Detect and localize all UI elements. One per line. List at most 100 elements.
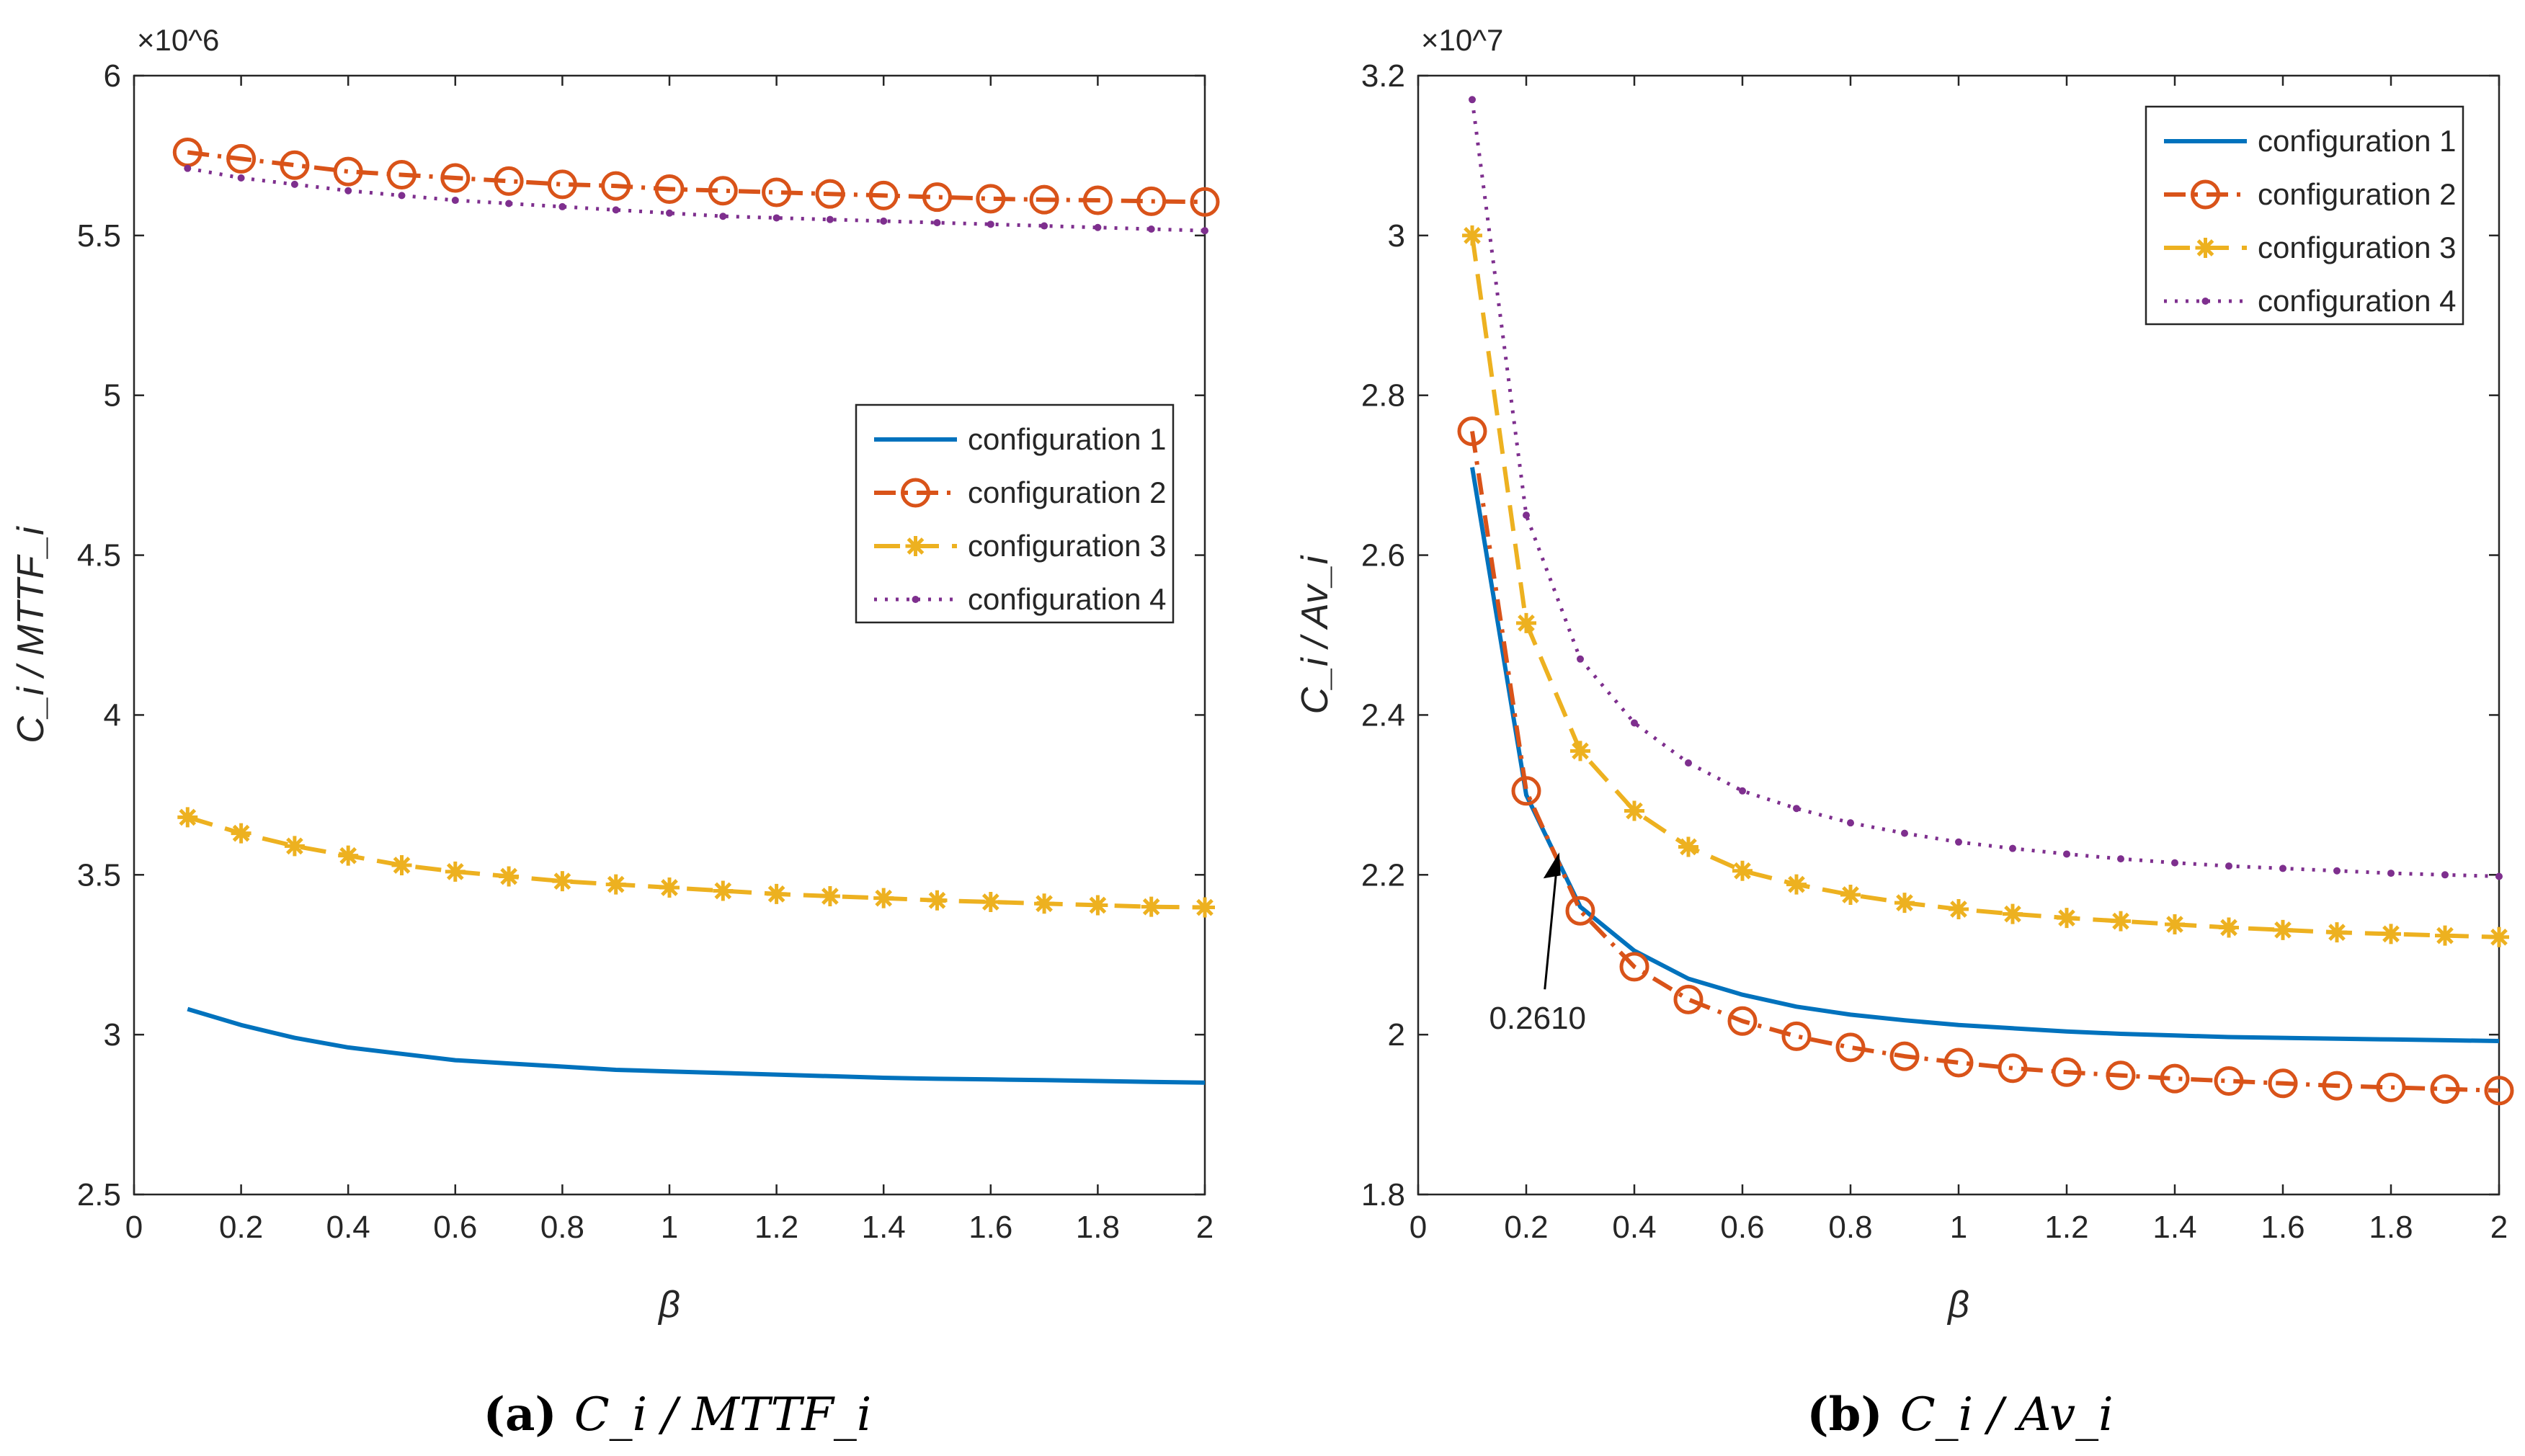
data-point [976, 184, 1006, 214]
data-point [280, 150, 310, 180]
data-point [922, 182, 952, 213]
data-point [2009, 844, 2016, 852]
data-point [1793, 805, 1800, 813]
y-tick-label: 3.5 [77, 857, 121, 893]
y-tick-label: 1.8 [1361, 1177, 1405, 1212]
legend-label: configuration 1 [2258, 124, 2457, 158]
panel-a: 0 0.2 0.4 0.6 0.8 1 1.2 1.4 1.6 1.8 2 2.5 3 3.5 4 4.5 5 5… [10, 23, 1220, 1442]
data-point [1619, 952, 1649, 982]
data-point [1141, 896, 1162, 917]
data-point [2268, 1068, 2298, 1099]
data-point [184, 164, 192, 172]
data-point [1029, 184, 1059, 215]
caption-formula: C_i / MTTF_i [574, 1388, 872, 1442]
y-tick-label: 2.2 [1361, 857, 1405, 893]
data-point [880, 217, 888, 225]
data-point [2441, 871, 2449, 879]
x-tick-label: 1.4 [862, 1210, 906, 1245]
panel-b: 0 0.2 0.4 0.6 0.8 1 1.2 1.4 1.6 1.8 2 1.8 2 2.2 2.4 2.6… [1294, 23, 2514, 1442]
caption-text: (a) C_i / MTTF_i [484, 1388, 872, 1442]
data-point [819, 886, 840, 907]
data-point [387, 160, 417, 190]
data-point [868, 180, 899, 210]
data-point [344, 187, 352, 195]
data-point [1041, 222, 1048, 230]
legend-marker [912, 596, 919, 603]
y-tick-label: 5 [104, 378, 121, 414]
data-point [1570, 741, 1590, 762]
annotation-arrow [1544, 871, 1558, 990]
data-point [1847, 819, 1854, 827]
data-point [2322, 1071, 2352, 1101]
x-tick-label: 2 [2490, 1210, 2508, 1245]
x-tick-label: 0.2 [219, 1210, 263, 1245]
y-tick-label: 2.5 [77, 1177, 121, 1212]
data-point [1190, 187, 1220, 217]
x-tick-label: 1.6 [968, 1210, 1012, 1245]
data-point [231, 823, 251, 844]
legend-marker [905, 536, 926, 556]
data-point [226, 143, 257, 174]
data-point [451, 197, 459, 205]
legend-label: configuration 3 [968, 529, 1167, 563]
x-tick-label: 0.8 [540, 1210, 584, 1245]
data-point [440, 163, 471, 193]
data-point [1577, 655, 1584, 663]
data-point [719, 213, 727, 220]
data-point [2063, 850, 2070, 858]
data-point [1840, 885, 1861, 906]
data-point [2106, 1060, 2136, 1091]
data-point [708, 176, 738, 206]
data-point [815, 179, 845, 209]
data-point [1457, 416, 1487, 447]
caption: (b) C_i / Av_i [1807, 1388, 2113, 1442]
data-point [2376, 1072, 2406, 1102]
legend-label: configuration 3 [2258, 231, 2457, 264]
data-point [1998, 1053, 2028, 1084]
data-point [601, 171, 631, 201]
data-point [666, 209, 673, 217]
data-point [177, 807, 198, 828]
x-axis-label: β [1946, 1284, 1969, 1326]
data-point [1889, 1041, 1920, 1071]
data-point [2333, 867, 2341, 875]
data-point [2435, 925, 2455, 946]
y-tick-label: 4 [104, 697, 121, 733]
data-point [237, 174, 245, 182]
x-axis-label: β [657, 1284, 680, 1326]
data-point [1624, 800, 1644, 821]
legend-label: configuration 2 [968, 475, 1167, 509]
data-point [1094, 223, 1102, 231]
data-point [762, 177, 792, 207]
data-point [980, 892, 1001, 912]
data-point [1732, 860, 1753, 881]
caption-letter: (a) [484, 1388, 557, 1442]
data-point [547, 169, 577, 200]
data-point [1727, 1006, 1758, 1036]
plot-area [133, 74, 1206, 1196]
data-point [1469, 96, 1476, 104]
data-point [2171, 859, 2178, 867]
data-point [772, 214, 780, 222]
data-point [1673, 984, 1704, 1014]
y-tick-label: 2.6 [1361, 538, 1405, 573]
caption: (a) C_i / MTTF_i [484, 1388, 872, 1442]
data-point [1565, 896, 1595, 926]
caption-text: (b) C_i / Av_i [1807, 1388, 2113, 1442]
legend-marker [2201, 298, 2209, 305]
y-tick-label: 3 [104, 1017, 121, 1053]
series-3 [1462, 225, 2509, 947]
x-tick-label: 0.8 [1828, 1210, 1872, 1245]
data-point [1835, 1032, 1866, 1063]
data-point [654, 174, 685, 205]
y-tick-label: 4.5 [77, 538, 121, 573]
x-tick-label: 0.6 [433, 1210, 477, 1245]
data-point [1511, 776, 1541, 806]
data-point [2484, 1076, 2514, 1106]
data-point [1955, 838, 1962, 846]
x-tick-label: 2 [1196, 1210, 1213, 1245]
data-point [659, 877, 680, 898]
data-point [987, 220, 994, 228]
data-point [2489, 926, 2509, 947]
data-point [391, 854, 412, 875]
